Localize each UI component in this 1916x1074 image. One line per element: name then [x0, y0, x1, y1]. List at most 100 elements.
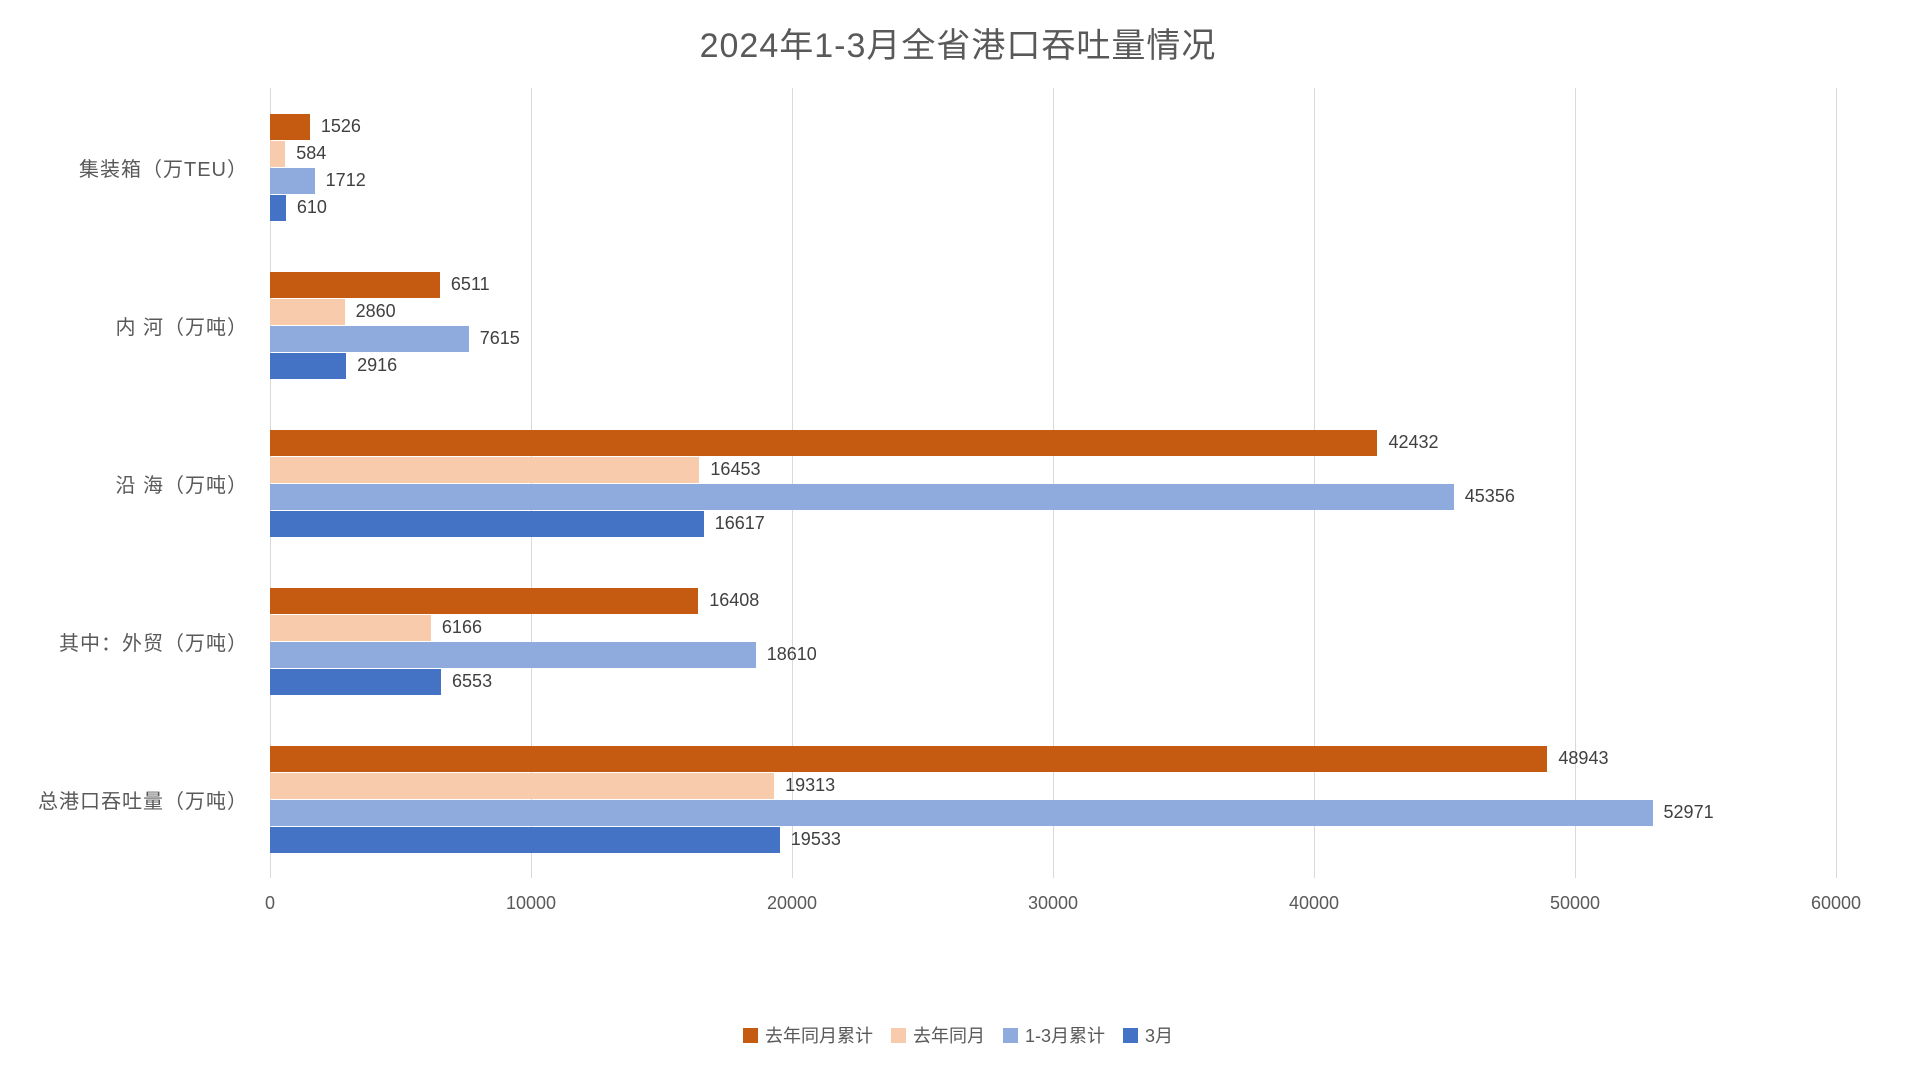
bar — [270, 298, 345, 325]
bar-group: 1526 584 1712 610 — [270, 88, 1836, 246]
bar-value-label: 42432 — [1388, 432, 1439, 452]
bar-row: 19313 — [270, 772, 1836, 799]
bar — [270, 429, 1378, 456]
bar — [270, 483, 1454, 510]
bar — [270, 641, 756, 668]
chart-title: 2024年1-3月全省港口吞吐量情况 — [699, 27, 1217, 65]
x-tick-label-50000: 50000 — [1549, 893, 1601, 913]
legend-label: 去年同月 — [912, 1026, 985, 1046]
bar — [270, 668, 442, 695]
legend-label: 1-3月累计 — [1024, 1026, 1105, 1046]
x-tick-label-30000: 30000 — [1027, 893, 1079, 913]
gridline-0 — [270, 88, 271, 878]
x-tick-label-60000: 60000 — [1810, 893, 1862, 913]
bar-value-label: 48943 — [1558, 748, 1609, 768]
bar — [270, 614, 431, 641]
bar-row: 7615 — [270, 325, 1836, 352]
legend: 去年同月累计 去年同月 1-3月累计 3月 — [0, 1022, 1916, 1048]
bar-row: 6511 — [270, 271, 1836, 298]
gridline-10000 — [531, 88, 532, 878]
bar — [270, 456, 700, 483]
bar-row: 6553 — [270, 668, 1836, 695]
bar-value-label: 18610 — [766, 644, 817, 664]
bar-row: 42432 — [270, 429, 1836, 456]
legend-label: 3月 — [1145, 1026, 1174, 1046]
bar-value-label: 1712 — [325, 170, 366, 190]
bar-row: 19533 — [270, 826, 1836, 853]
legend-item: 去年同月 — [890, 1022, 985, 1048]
bar-row: 2916 — [270, 352, 1836, 379]
bar-value-label: 6511 — [450, 274, 490, 294]
bar — [270, 325, 469, 352]
bar-row: 48943 — [270, 745, 1836, 772]
bar — [270, 167, 315, 194]
x-tick-label-20000: 20000 — [766, 893, 818, 913]
plot-area: 1526 584 1712 610 6511 2860 7615 2916 42432 16453… — [270, 88, 1837, 878]
bar-row: 16617 — [270, 510, 1836, 537]
bar-row: 1526 — [270, 113, 1836, 140]
bar-value-label: 16617 — [714, 513, 765, 533]
gridline-40000 — [1314, 88, 1315, 878]
bar-value-label: 19533 — [790, 829, 841, 849]
legend-item: 去年同月累计 — [742, 1022, 873, 1048]
bar-group: 16408 6166 18610 6553 — [270, 562, 1836, 720]
bar-value-label: 610 — [296, 197, 327, 217]
bar-value-label: 584 — [296, 143, 327, 163]
bar — [270, 140, 286, 167]
bar-group: 42432 16453 45356 16617 — [270, 404, 1836, 562]
bar — [270, 772, 775, 799]
bar-value-label: 6553 — [452, 671, 493, 691]
category-label: 内 河（万吨） — [115, 316, 248, 339]
bar-value-label: 52971 — [1663, 802, 1714, 822]
bar — [270, 826, 780, 853]
bar-row: 45356 — [270, 483, 1836, 510]
bar — [270, 745, 1548, 772]
x-tick-label-0: 0 — [264, 893, 276, 913]
bar-value-label: 45356 — [1464, 486, 1515, 506]
bar-row: 16408 — [270, 587, 1836, 614]
legend-label: 去年同月累计 — [764, 1026, 873, 1046]
bar-value-label: 2860 — [355, 301, 396, 321]
bar — [270, 799, 1653, 826]
bar — [270, 113, 310, 140]
bar-row: 16453 — [270, 456, 1836, 483]
gridline-30000 — [1053, 88, 1054, 878]
bar-value-label: 6166 — [441, 617, 482, 637]
category-label: 其中：外贸（万吨） — [59, 632, 248, 655]
bar-row: 2860 — [270, 298, 1836, 325]
bar-row: 52971 — [270, 799, 1836, 826]
bar-row: 18610 — [270, 641, 1836, 668]
bar — [270, 271, 440, 298]
legend-marker-icon — [890, 1027, 906, 1043]
gridline-50000 — [1575, 88, 1576, 878]
bar-row: 6166 — [270, 614, 1836, 641]
legend-marker-icon — [1002, 1027, 1018, 1043]
bar-value-label: 7615 — [479, 328, 520, 348]
bar-value-label: 19313 — [785, 775, 836, 795]
bar-row: 610 — [270, 194, 1836, 221]
x-tick-label-40000: 40000 — [1288, 893, 1340, 913]
bar-value-label: 16408 — [709, 590, 760, 610]
bar-row: 584 — [270, 140, 1836, 167]
bar — [270, 587, 699, 614]
x-tick-label-10000: 10000 — [505, 893, 557, 913]
bar-row: 1712 — [270, 167, 1836, 194]
bar-value-label: 1526 — [320, 116, 361, 136]
legend-marker-icon — [742, 1027, 758, 1043]
legend-item: 3月 — [1123, 1022, 1173, 1048]
category-label: 总港口吞吐量（万吨） — [38, 790, 248, 813]
bar-value-label: 16453 — [710, 459, 761, 479]
gridline-60000 — [1836, 88, 1837, 878]
legend-marker-icon — [1123, 1027, 1138, 1043]
legend-item: 1-3月累计 — [1002, 1022, 1105, 1048]
category-label: 集装箱（万TEU） — [79, 158, 248, 181]
bar-value-label: 2916 — [357, 355, 398, 375]
x-axis: 0 10000 20000 30000 40000 50000 60000 — [265, 893, 1861, 923]
bar — [270, 352, 347, 379]
bar-group: 6511 2860 7615 2916 — [270, 246, 1836, 404]
bar — [270, 510, 704, 537]
bar-group: 48943 19313 52971 19533 — [270, 720, 1836, 878]
gridline-20000 — [792, 88, 793, 878]
bar — [270, 194, 286, 221]
